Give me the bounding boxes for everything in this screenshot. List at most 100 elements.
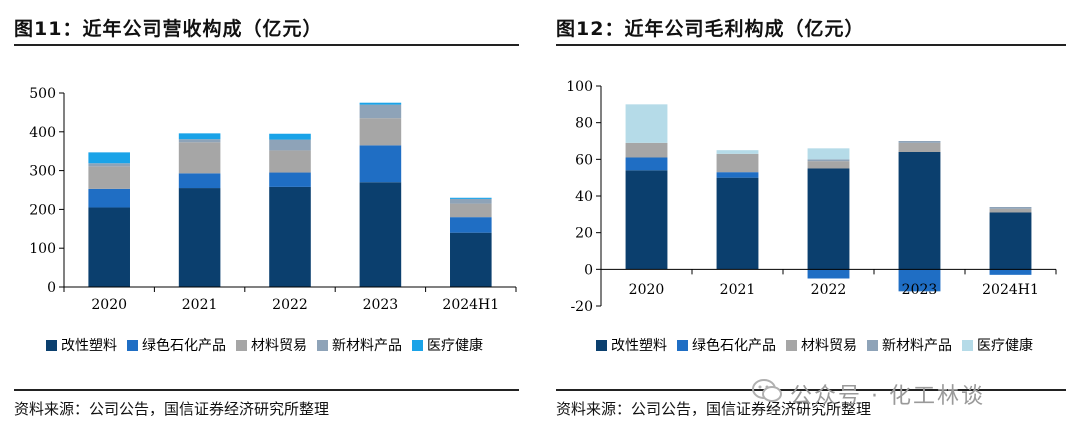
right-legend-label: 新材料产品 <box>882 338 952 354</box>
right-bar-2020-seg-1 <box>625 157 668 171</box>
left-bar-2023-seg-4 <box>359 102 402 105</box>
left-legend-swatch <box>127 340 138 351</box>
left-revenue-chart: 2020 2021 2022 2023 2024H1 0 100 200 300 400 500 改性… <box>29 86 517 354</box>
right-bar-2022-seg-4 <box>807 148 850 160</box>
left-bar-2024H1-seg-2 <box>450 203 492 218</box>
left-x-tick-label: 2024H1 <box>442 297 499 313</box>
right-bar-2020-seg-4 <box>625 104 668 143</box>
right-legend-swatch <box>677 340 688 351</box>
left-bar-2021-seg-1 <box>178 173 221 189</box>
left-y-tick-label: 100 <box>29 241 56 257</box>
left-bar-2024H1-seg-3 <box>450 198 492 204</box>
right-bar-2023-seg-1 <box>898 269 941 292</box>
left-y-tick-label: 500 <box>29 86 56 102</box>
right-y-tick-label: 40 <box>575 189 593 205</box>
right-bar-2021-seg-4 <box>716 150 759 154</box>
left-bar-2020-seg-1 <box>88 188 130 208</box>
right-bar-2020-seg-2 <box>625 142 668 158</box>
right-y-tick-label: 100 <box>566 79 593 95</box>
left-source-note: 资料来源：公司公告，国信证券经济研究所整理 <box>14 400 330 418</box>
right-legend-swatch <box>786 340 797 351</box>
right-y-tick-label: -20 <box>570 299 593 315</box>
right-bar-2024H1-seg-3 <box>989 207 1032 209</box>
left-bar-2024H1-seg-0 <box>450 232 492 287</box>
left-bar-2021-seg-3 <box>178 139 221 143</box>
left-bar-2024H1-seg-4 <box>450 197 492 199</box>
right-bar-2022-seg-2 <box>807 161 850 169</box>
left-y-tick-label: 200 <box>29 202 56 218</box>
left-bottom-rule <box>14 389 519 391</box>
left-bar-2020-seg-4 <box>88 152 130 164</box>
left-x-tick-label: 2023 <box>363 297 399 313</box>
right-legend-label: 材料贸易 <box>801 338 857 354</box>
right-bar-2023-seg-0 <box>898 152 941 270</box>
left-bar-2022-seg-1 <box>269 172 311 187</box>
right-bottom-rule <box>556 389 1066 391</box>
right-bar-2024H1-seg-1 <box>989 269 1032 275</box>
right-bar-2022-seg-1 <box>807 269 850 279</box>
right-bar-2021-seg-2 <box>716 153 759 173</box>
right-legend-label: 绿色石化产品 <box>692 337 776 354</box>
left-legend-label: 材料贸易 <box>251 338 307 354</box>
right-x-tick-label: 2020 <box>629 282 665 298</box>
left-bar-2024H1-seg-1 <box>450 217 492 233</box>
right-bar-2021-seg-0 <box>716 177 759 270</box>
left-bar-2022-seg-4 <box>269 133 311 140</box>
right-legend-swatch <box>596 340 607 351</box>
right-x-tick-label: 2021 <box>720 282 756 298</box>
right-source-note: 资料来源：公司公告，国信证券经济研究所整理 <box>556 400 872 418</box>
left-legend-swatch <box>236 340 247 351</box>
left-bar-2023-seg-1 <box>359 145 402 183</box>
right-bar-2024H1-seg-0 <box>989 212 1032 270</box>
right-x-tick-label: 2023 <box>902 282 938 298</box>
left-legend-label: 改性塑料 <box>61 338 117 354</box>
left-bar-2023-seg-3 <box>359 104 402 119</box>
left-legend-label: 新材料产品 <box>332 338 402 354</box>
left-y-tick-label: 0 <box>47 280 56 296</box>
left-legend-swatch <box>46 340 57 351</box>
left-top-rule <box>14 44 519 46</box>
right-bar-2020-seg-0 <box>625 170 668 270</box>
right-legend-label: 改性塑料 <box>611 338 667 354</box>
left-bar-2020-seg-3 <box>88 163 130 167</box>
right-legend-swatch <box>962 340 973 351</box>
wechat-icon <box>752 379 782 402</box>
left-y-tick-label: 300 <box>29 164 56 180</box>
right-legend-label: 医疗健康 <box>977 337 1033 354</box>
left-bar-2021-seg-0 <box>178 188 221 287</box>
left-bar-2020-seg-0 <box>88 207 130 287</box>
watermark-text: 公众号 · 化工林谈 <box>790 384 985 409</box>
left-legend-swatch <box>412 340 423 351</box>
left-legend-label: 绿色石化产品 <box>142 337 226 354</box>
left-bar-2022-seg-2 <box>269 150 311 173</box>
left-bar-2021-seg-2 <box>178 142 221 174</box>
right-top-rule <box>556 44 1066 46</box>
left-bar-2021-seg-4 <box>178 133 221 140</box>
right-y-tick-label: 20 <box>575 226 593 242</box>
left-legend-label: 医疗健康 <box>427 337 483 354</box>
left-chart-title: 图11：近年公司营收构成（亿元） <box>14 18 323 40</box>
right-x-tick-label: 2022 <box>811 282 847 298</box>
right-y-tick-label: 80 <box>575 116 593 132</box>
right-bar-2022-seg-3 <box>807 159 850 162</box>
right-bar-2024H1-seg-2 <box>989 208 1032 213</box>
left-legend-swatch <box>317 340 328 351</box>
left-bar-2020-seg-2 <box>88 166 130 189</box>
left-x-tick-label: 2020 <box>91 297 127 313</box>
right-bar-2021-seg-1 <box>716 172 759 178</box>
right-bar-2023-seg-3 <box>898 141 941 143</box>
left-bar-2022-seg-3 <box>269 139 311 151</box>
right-bar-2022-seg-0 <box>807 168 850 270</box>
right-y-tick-label: 0 <box>584 262 593 278</box>
left-bar-2023-seg-2 <box>359 118 402 146</box>
right-chart-title: 图12：近年公司毛利构成（亿元） <box>556 18 865 40</box>
right-x-tick-label: 2024H1 <box>982 282 1039 298</box>
right-legend-swatch <box>867 340 878 351</box>
left-bar-2022-seg-0 <box>269 186 311 287</box>
left-bar-2023-seg-0 <box>359 182 402 287</box>
right-y-tick-label: 60 <box>575 152 593 168</box>
left-y-tick-label: 400 <box>29 125 56 141</box>
right-profit-chart: 2020 2021 2022 2023 2024H1 -20 0 20 40 60 80 100 改性塑… <box>566 79 1057 354</box>
left-x-tick-label: 2022 <box>272 297 308 313</box>
left-x-tick-label: 2021 <box>182 297 218 313</box>
